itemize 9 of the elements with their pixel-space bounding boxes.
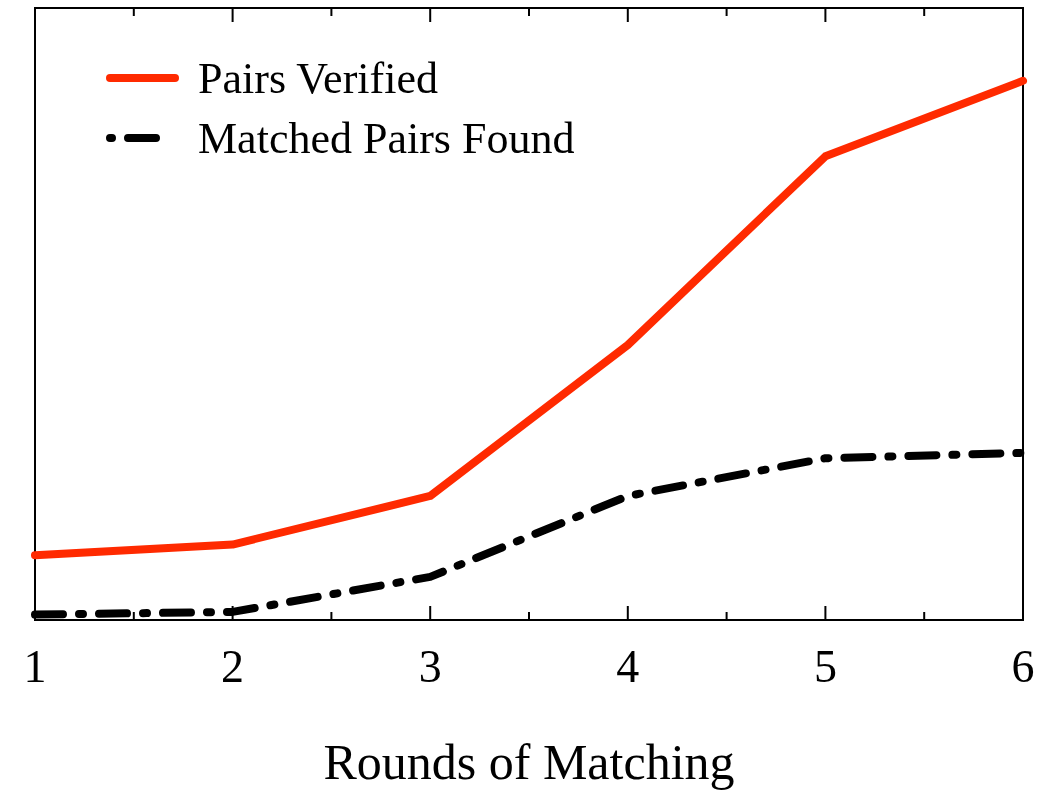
- legend-label: Matched Pairs Found: [198, 114, 575, 163]
- legend-label: Pairs Verified: [198, 54, 438, 103]
- x-tick-label: 4: [616, 641, 640, 692]
- x-tick-label: 3: [418, 641, 442, 692]
- x-tick-label: 2: [221, 641, 245, 692]
- x-tick-label: 5: [813, 641, 837, 692]
- x-axis-title: Rounds of Matching: [323, 734, 735, 790]
- x-tick-label: 6: [1011, 641, 1035, 692]
- x-tick-label: 1: [23, 641, 47, 692]
